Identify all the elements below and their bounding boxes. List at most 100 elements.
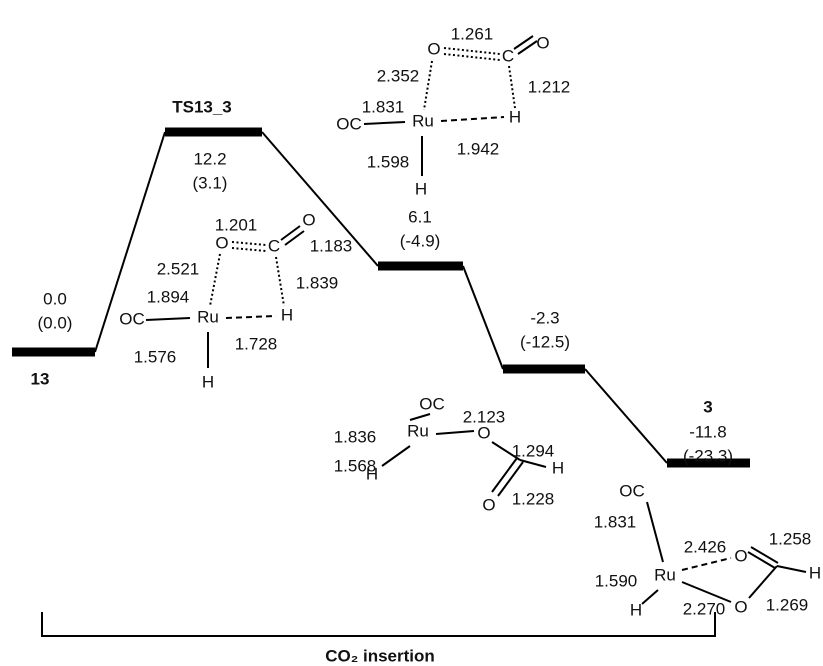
atom: O bbox=[734, 597, 747, 616]
relative-energy: (-4.9) bbox=[400, 231, 441, 250]
atom: H bbox=[366, 464, 378, 483]
bond bbox=[748, 565, 778, 599]
bond bbox=[517, 40, 538, 55]
atom: O bbox=[482, 495, 495, 514]
relative-energy: (-12.5) bbox=[520, 332, 570, 351]
bond-length: 1.590 bbox=[595, 571, 638, 590]
atom: Ru bbox=[197, 307, 219, 326]
atom: O bbox=[427, 39, 440, 58]
structure-int1: O C O Ru OC H H 1.261 2.352 1.212 1.831 … bbox=[336, 24, 570, 198]
bond bbox=[275, 256, 285, 307]
bond bbox=[409, 413, 431, 421]
bond-length: 1.269 bbox=[766, 595, 809, 614]
bond-length: 1.942 bbox=[457, 139, 500, 158]
energy: 6.1 bbox=[408, 207, 432, 226]
bond bbox=[681, 557, 732, 571]
bond bbox=[646, 501, 664, 563]
bond-length: 2.426 bbox=[684, 537, 727, 556]
bond-length: 1.568 bbox=[334, 456, 377, 475]
energy: 12.2 bbox=[193, 149, 226, 168]
bond bbox=[443, 47, 501, 55]
bond-length: 1.183 bbox=[310, 236, 353, 255]
bracket: CO₂ insertion bbox=[41, 612, 716, 665]
bond bbox=[280, 225, 301, 241]
atom: H bbox=[202, 372, 214, 391]
bond-length: 2.270 bbox=[683, 599, 726, 618]
energy: -2.3 bbox=[530, 308, 559, 327]
atom: H bbox=[415, 179, 427, 198]
relative-energy: (-23.3) bbox=[683, 446, 733, 465]
atom: C bbox=[268, 236, 280, 255]
bond-length: 1.598 bbox=[367, 152, 410, 171]
atom: Ru bbox=[654, 565, 676, 584]
bracket-line bbox=[41, 612, 716, 637]
bond bbox=[519, 459, 547, 468]
bond bbox=[145, 317, 191, 321]
atom: O bbox=[734, 546, 747, 565]
bond bbox=[491, 441, 521, 461]
bond-length: 1.201 bbox=[215, 215, 258, 234]
level-label: 13 bbox=[31, 369, 50, 388]
connector bbox=[94, 131, 166, 353]
bracket-label: CO₂ insertion bbox=[325, 646, 435, 665]
bond-length: 1.258 bbox=[769, 529, 812, 548]
atom: H bbox=[630, 600, 642, 619]
structure-ts: O C O Ru OC H H 1.201 1.183 2.521 1.839 … bbox=[119, 210, 352, 391]
atom: O bbox=[302, 210, 315, 229]
atom: H bbox=[281, 305, 293, 324]
structure-int2: OC Ru O H O H 1.836 2.123 1.294 1.568 1.… bbox=[334, 394, 564, 514]
bond bbox=[776, 565, 807, 573]
bond bbox=[231, 241, 267, 246]
atom: O bbox=[477, 423, 490, 442]
bond bbox=[750, 546, 779, 564]
atom: O bbox=[215, 233, 228, 252]
bond bbox=[681, 581, 732, 603]
atom: Ru bbox=[407, 421, 429, 440]
atom: C bbox=[502, 46, 514, 65]
atom: Ru bbox=[412, 111, 434, 130]
relative-energy: (0.0) bbox=[38, 313, 73, 332]
bond bbox=[508, 65, 516, 109]
bond bbox=[284, 230, 305, 246]
atom: OC bbox=[419, 394, 445, 413]
atom: H bbox=[552, 458, 564, 477]
bond bbox=[513, 35, 534, 50]
bond-length: 1.839 bbox=[296, 273, 339, 292]
bond-length: 1.831 bbox=[594, 512, 637, 531]
bond bbox=[231, 247, 267, 252]
bond bbox=[435, 430, 475, 435]
bond-length: 1.228 bbox=[512, 489, 555, 508]
relative-energy: (3.1) bbox=[193, 173, 228, 192]
bond bbox=[747, 551, 776, 569]
atom: H bbox=[809, 563, 821, 582]
level-label: 3 bbox=[703, 397, 712, 416]
bond-length: 2.521 bbox=[157, 259, 200, 278]
bond-length: 1.836 bbox=[334, 427, 377, 446]
bond bbox=[641, 589, 659, 605]
levels: 0.0 (0.0) 13 TS13_3 12.2 (3.1) 6.1 (-4.9… bbox=[12, 97, 750, 468]
bond-length: 1.212 bbox=[528, 77, 571, 96]
bond bbox=[225, 315, 277, 319]
atom: H bbox=[509, 107, 521, 126]
connector bbox=[584, 368, 668, 464]
energy: 0.0 bbox=[43, 289, 67, 308]
bond-length: 1.894 bbox=[147, 287, 190, 306]
bond bbox=[423, 60, 433, 111]
bond bbox=[209, 253, 221, 307]
energy: -11.8 bbox=[689, 422, 727, 441]
bond-length: 1.261 bbox=[451, 24, 494, 43]
atom: OC bbox=[619, 481, 645, 500]
bond-length: 1.576 bbox=[134, 347, 177, 366]
structure-3: OC Ru O H O H 2.426 1.258 1.831 1.590 2.… bbox=[594, 481, 821, 619]
bond-length: 2.123 bbox=[463, 407, 506, 426]
atom: OC bbox=[119, 309, 145, 328]
bond-length: 1.728 bbox=[235, 334, 278, 353]
atom: OC bbox=[336, 114, 362, 133]
bond bbox=[491, 457, 518, 493]
atom: O bbox=[536, 33, 549, 52]
bond bbox=[440, 116, 505, 122]
bond bbox=[381, 445, 411, 467]
bond-length: 2.352 bbox=[377, 66, 420, 85]
bond-length: 1.831 bbox=[362, 97, 405, 116]
